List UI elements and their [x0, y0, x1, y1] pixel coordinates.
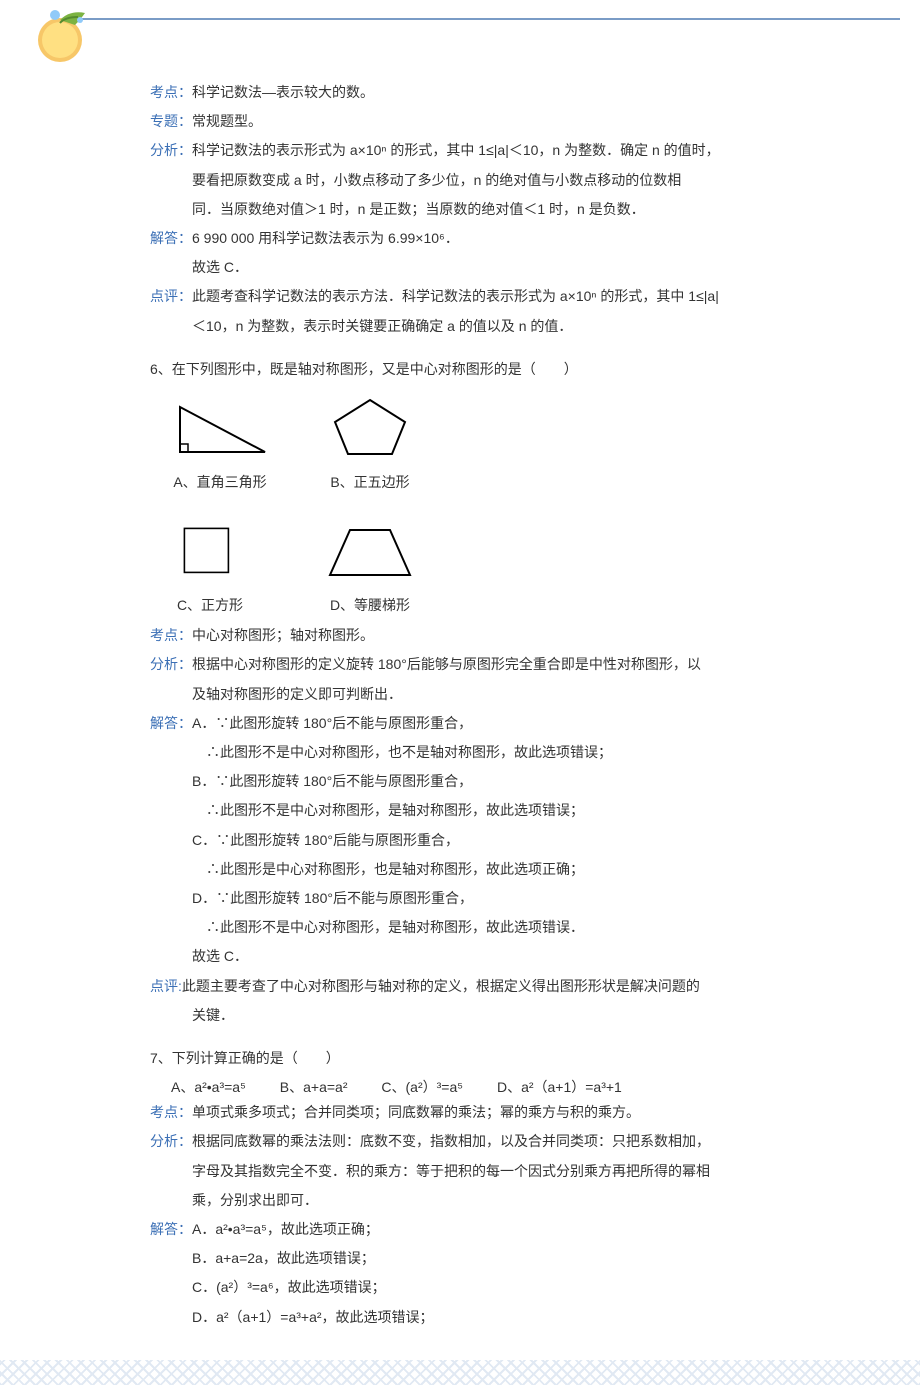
- q7-jieda-B: B．a+a=2a，故此选项错误；: [150, 1246, 770, 1271]
- q6-jieda-B2: ∴此图形不是中心对称图形，是轴对称图形，故此选项错误；: [150, 798, 770, 823]
- page-footer-decoration: [0, 1360, 920, 1385]
- q7-optC: C、(a²）³=a⁵: [381, 1079, 463, 1095]
- label-jieda: 解答：: [150, 715, 192, 731]
- q6-optB: B、正五边形: [330, 470, 409, 495]
- q7-optA: A、a²•a³=a⁵: [171, 1079, 246, 1095]
- q6-kaodian-text: 中心对称图形；轴对称图形。: [192, 627, 374, 643]
- q6-jieda-end: 故选 C．: [150, 944, 770, 969]
- q5-fenxi-l1: 科学记数法的表示形式为 a×10ⁿ 的形式，其中 1≤|a|＜10，n 为整数．…: [192, 142, 720, 158]
- q6-jieda-D2: ∴此图形不是中心对称图形，是轴对称图形，故此选项错误．: [150, 915, 770, 940]
- q6-optC: C、正方形: [177, 593, 243, 618]
- q7-stem: 7、下列计算正确的是（ ）: [150, 1046, 770, 1071]
- label-dianping: 点评:: [150, 978, 182, 994]
- label-kaodian: 考点：: [150, 84, 192, 100]
- q6-optA: A、直角三角形: [173, 470, 266, 495]
- triangle-icon: [170, 392, 270, 462]
- q7-jieda-D: D．a²（a+1）=a³+a²，故此选项错误；: [150, 1305, 770, 1330]
- q7-options: A、a²•a³=a⁵ B、a+a=a² C、(a²）³=a⁵ D、a²（a+1）…: [150, 1075, 770, 1100]
- q5-dianping: 点评：此题考查科学记数法的表示方法．科学记数法的表示形式为 a×10ⁿ 的形式，…: [150, 284, 770, 309]
- label-dianping: 点评：: [150, 288, 192, 304]
- label-fenxi: 分析：: [150, 1133, 192, 1149]
- trapezoid-icon: [320, 515, 420, 585]
- q6-jieda: 解答：A．∵此图形旋转 180°后不能与原图形重合，: [150, 711, 770, 736]
- q6-fenxi: 分析：根据中心对称图形的定义旋转 180°后能够与原图形完全重合即是中性对称图形…: [150, 652, 770, 677]
- q6-dianping-l2: 关键．: [150, 1003, 770, 1028]
- shape-square-item: C、正方形: [170, 515, 250, 618]
- q5-zhuanti-text: 常规题型。: [192, 113, 262, 129]
- pentagon-icon: [320, 392, 420, 462]
- q7-jieda-A: A．a²•a³=a⁵，故此选项正确；: [192, 1221, 379, 1237]
- shape-triangle-item: A、直角三角形: [170, 392, 270, 495]
- q5-zhuanti: 专题：常规题型。: [150, 109, 770, 134]
- q5-jieda: 解答：6 990 000 用科学记数法表示为 6.99×10⁶．: [150, 226, 770, 251]
- q5-fenxi-l2: 要看把原数变成 a 时，小数点移动了多少位，n 的绝对值与小数点移动的位数相: [150, 168, 770, 193]
- shape-pentagon-item: B、正五边形: [320, 392, 420, 495]
- q7-jieda-C: C．(a²）³=a⁶，故此选项错误；: [150, 1275, 770, 1300]
- label-fenxi: 分析：: [150, 142, 192, 158]
- q7-jieda: 解答：A．a²•a³=a⁵，故此选项正确；: [150, 1217, 770, 1242]
- q7-fenxi-l3: 乘，分别求出即可．: [150, 1188, 770, 1213]
- q5-fenxi-l3: 同．当原数绝对值＞1 时，n 是正数；当原数的绝对值＜1 时，n 是负数．: [150, 197, 770, 222]
- q6-jieda-A1: A．∵此图形旋转 180°后不能与原图形重合，: [192, 715, 472, 731]
- q6-jieda-C2: ∴此图形是中心对称图形，也是轴对称图形，故此选项正确；: [150, 857, 770, 882]
- q6-stem: 6、在下列图形中，既是轴对称图形，又是中心对称图形的是（ ）: [150, 357, 770, 382]
- shape-trapezoid-item: D、等腰梯形: [320, 515, 420, 618]
- square-icon: [170, 515, 250, 585]
- q6-dianping-l1: 此题主要考查了中心对称图形与轴对称的定义，根据定义得出图形形状是解决问题的: [182, 978, 700, 994]
- q7-kaodian: 考点：单项式乘多项式；合并同类项；同底数幂的乘法；幂的乘方与积的乘方。: [150, 1100, 770, 1125]
- label-kaodian: 考点：: [150, 1104, 192, 1120]
- q7-fenxi-l2: 字母及其指数完全不变．积的乘方：等于把积的每一个因式分别乘方再把所得的幂相: [150, 1159, 770, 1184]
- q6-dianping: 点评:此题主要考查了中心对称图形与轴对称的定义，根据定义得出图形形状是解决问题的: [150, 974, 770, 999]
- q7-fenxi: 分析：根据同底数幂的乘法法则：底数不变，指数相加，以及合并同类项：只把系数相加，: [150, 1129, 770, 1154]
- q6-jieda-B1: B．∵此图形旋转 180°后不能与原图形重合，: [150, 769, 770, 794]
- header-line: [80, 18, 900, 20]
- q6-optD: D、等腰梯形: [330, 593, 410, 618]
- q6-jieda-D1: D．∵此图形旋转 180°后不能与原图形重合，: [150, 886, 770, 911]
- q5-kaodian-text: 科学记数法—表示较大的数。: [192, 84, 374, 100]
- q5-dianping-l1: 此题考查科学记数法的表示方法．科学记数法的表示形式为 a×10ⁿ 的形式，其中 …: [192, 288, 719, 304]
- q6-jieda-A2: ∴此图形不是中心对称图形，也不是轴对称图形，故此选项错误；: [150, 740, 770, 765]
- label-fenxi: 分析：: [150, 656, 192, 672]
- q5-jieda-l1: 6 990 000 用科学记数法表示为 6.99×10⁶．: [192, 230, 459, 246]
- label-kaodian: 考点：: [150, 627, 192, 643]
- q6-fenxi-l1: 根据中心对称图形的定义旋转 180°后能够与原图形完全重合即是中性对称图形，以: [192, 656, 701, 672]
- q6-fenxi-l2: 及轴对称图形的定义即可判断出．: [150, 682, 770, 707]
- q7-fenxi-l1: 根据同底数幂的乘法法则：底数不变，指数相加，以及合并同类项：只把系数相加，: [192, 1133, 710, 1149]
- label-jieda: 解答：: [150, 1221, 192, 1237]
- q6-kaodian: 考点：中心对称图形；轴对称图形。: [150, 623, 770, 648]
- logo-icon: [30, 5, 90, 65]
- q5-dianping-l2: ＜10，n 为整数，表示时关键要正确确定 a 的值以及 n 的值．: [150, 314, 770, 339]
- q5-fenxi: 分析：科学记数法的表示形式为 a×10ⁿ 的形式，其中 1≤|a|＜10，n 为…: [150, 138, 770, 163]
- label-jieda: 解答：: [150, 230, 192, 246]
- q7-kaodian-text: 单项式乘多项式；合并同类项；同底数幂的乘法；幂的乘方与积的乘方。: [192, 1104, 640, 1120]
- q5-jieda-l2: 故选 C．: [150, 255, 770, 280]
- document-content: 考点：科学记数法—表示较大的数。 专题：常规题型。 分析：科学记数法的表示形式为…: [0, 80, 920, 1330]
- q7-optD: D、a²（a+1）=a³+1: [497, 1079, 622, 1095]
- q5-kaodian: 考点：科学记数法—表示较大的数。: [150, 80, 770, 105]
- q6-jieda-C1: C．∵此图形旋转 180°后能与原图形重合，: [150, 828, 770, 853]
- label-zhuanti: 专题：: [150, 113, 192, 129]
- q6-shapes-row1: A、直角三角形 B、正五边形: [170, 392, 770, 495]
- page-header-decoration: [0, 0, 920, 80]
- q7-optB: B、a+a=a²: [280, 1079, 348, 1095]
- q6-shapes-row2: C、正方形 D、等腰梯形: [170, 515, 770, 618]
